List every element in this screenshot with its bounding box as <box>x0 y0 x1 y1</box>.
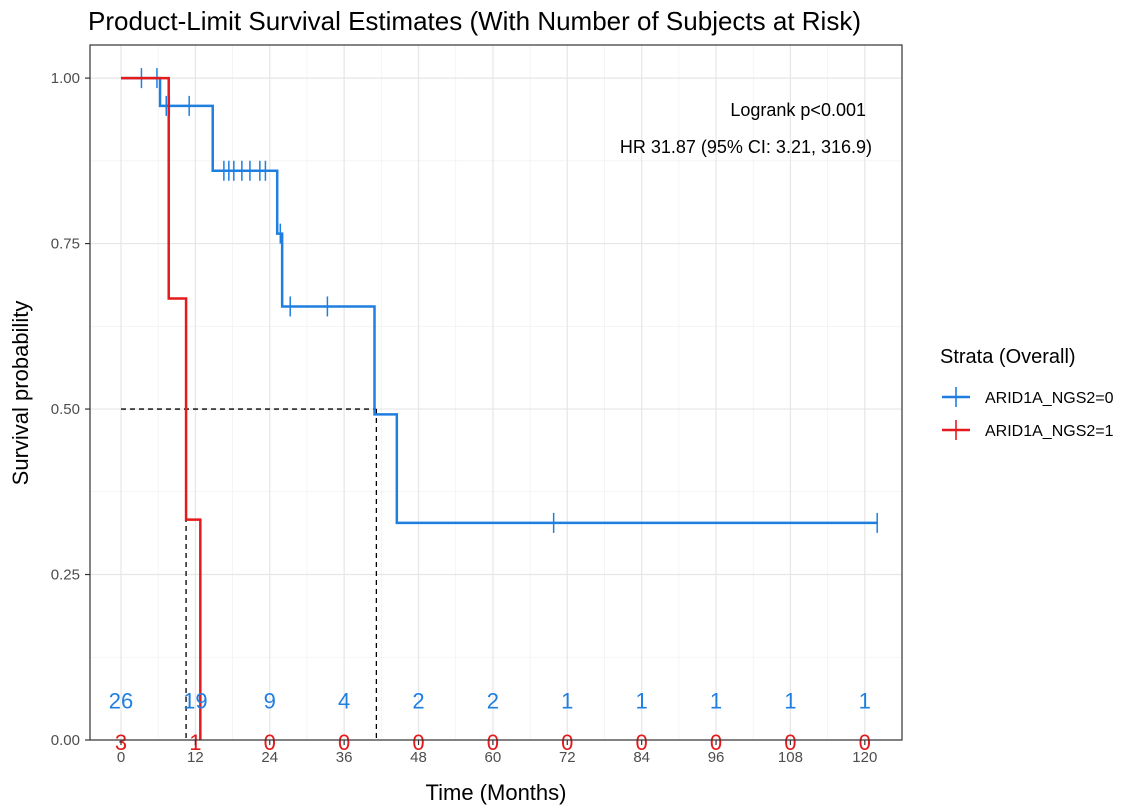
at-risk-count-series-0: 26 <box>109 688 133 713</box>
x-tick-label: 96 <box>708 749 725 766</box>
y-axis-ticks: 0.00 0.25 0.50 0.75 1.00 <box>51 70 90 749</box>
legend-label-series-1: ARID1A_NGS2=1 <box>985 423 1114 440</box>
at-risk-count-series-0: 1 <box>710 688 722 713</box>
y-tick-label: 1.00 <box>51 70 80 87</box>
plot-panel-border <box>89 44 903 741</box>
survival-curve-series-1 <box>120 76 202 740</box>
at-risk-count-series-0: 2 <box>412 688 424 713</box>
legend-label-series-0: ARID1A_NGS2=0 <box>985 390 1114 407</box>
x-tick-label: 60 <box>485 749 502 766</box>
x-tick-label: 0 <box>117 749 125 766</box>
legend-title: Strata (Overall) <box>940 346 1076 368</box>
risk-table: 26 19 9 4 2 2 1 1 1 1 13 1 0 0 0 0 0 0 0 0 0 <box>109 688 871 755</box>
at-risk-count-series-0: 1 <box>784 688 796 713</box>
x-tick-label: 36 <box>336 749 353 766</box>
legend-key-series-0 <box>942 387 970 407</box>
at-risk-count-series-0: 19 <box>183 688 207 713</box>
legend: Strata (Overall) ARID1A_NGS2=0 ARID1A_NG… <box>940 346 1114 440</box>
grid <box>90 45 902 741</box>
x-tick-label: 84 <box>633 749 650 766</box>
chart-title: Product-Limit Survival Estimates (With N… <box>88 6 861 36</box>
hazard-ratio-annotation: HR 31.87 (95% CI: 3.21, 316.9) <box>620 137 872 157</box>
y-axis-title: Survival probability <box>8 301 33 486</box>
x-axis-ticks: 0 12 24 36 48 60 72 84 96 108 120 <box>117 740 877 766</box>
logrank-annotation: Logrank p<0.001 <box>730 100 866 120</box>
x-tick-label: 12 <box>187 749 204 766</box>
x-tick-label: 48 <box>410 749 427 766</box>
at-risk-count-series-0: 1 <box>636 688 648 713</box>
survival-curves <box>120 68 878 740</box>
x-tick-label: 108 <box>778 749 803 766</box>
y-tick-label: 0.25 <box>51 567 80 584</box>
y-tick-label: 0.50 <box>51 401 80 418</box>
legend-key-series-1 <box>942 420 970 440</box>
at-risk-count-series-0: 1 <box>859 688 871 713</box>
x-tick-label: 72 <box>559 749 576 766</box>
y-tick-label: 0.75 <box>51 236 80 253</box>
x-axis-title: Time (Months) <box>426 780 567 805</box>
at-risk-count-series-0: 9 <box>264 688 276 713</box>
at-risk-count-series-0: 1 <box>561 688 573 713</box>
y-tick-label: 0.00 <box>51 732 80 749</box>
x-tick-label: 24 <box>261 749 278 766</box>
at-risk-count-series-0: 4 <box>338 688 350 713</box>
at-risk-count-series-0: 2 <box>487 688 499 713</box>
x-tick-label: 120 <box>852 749 877 766</box>
